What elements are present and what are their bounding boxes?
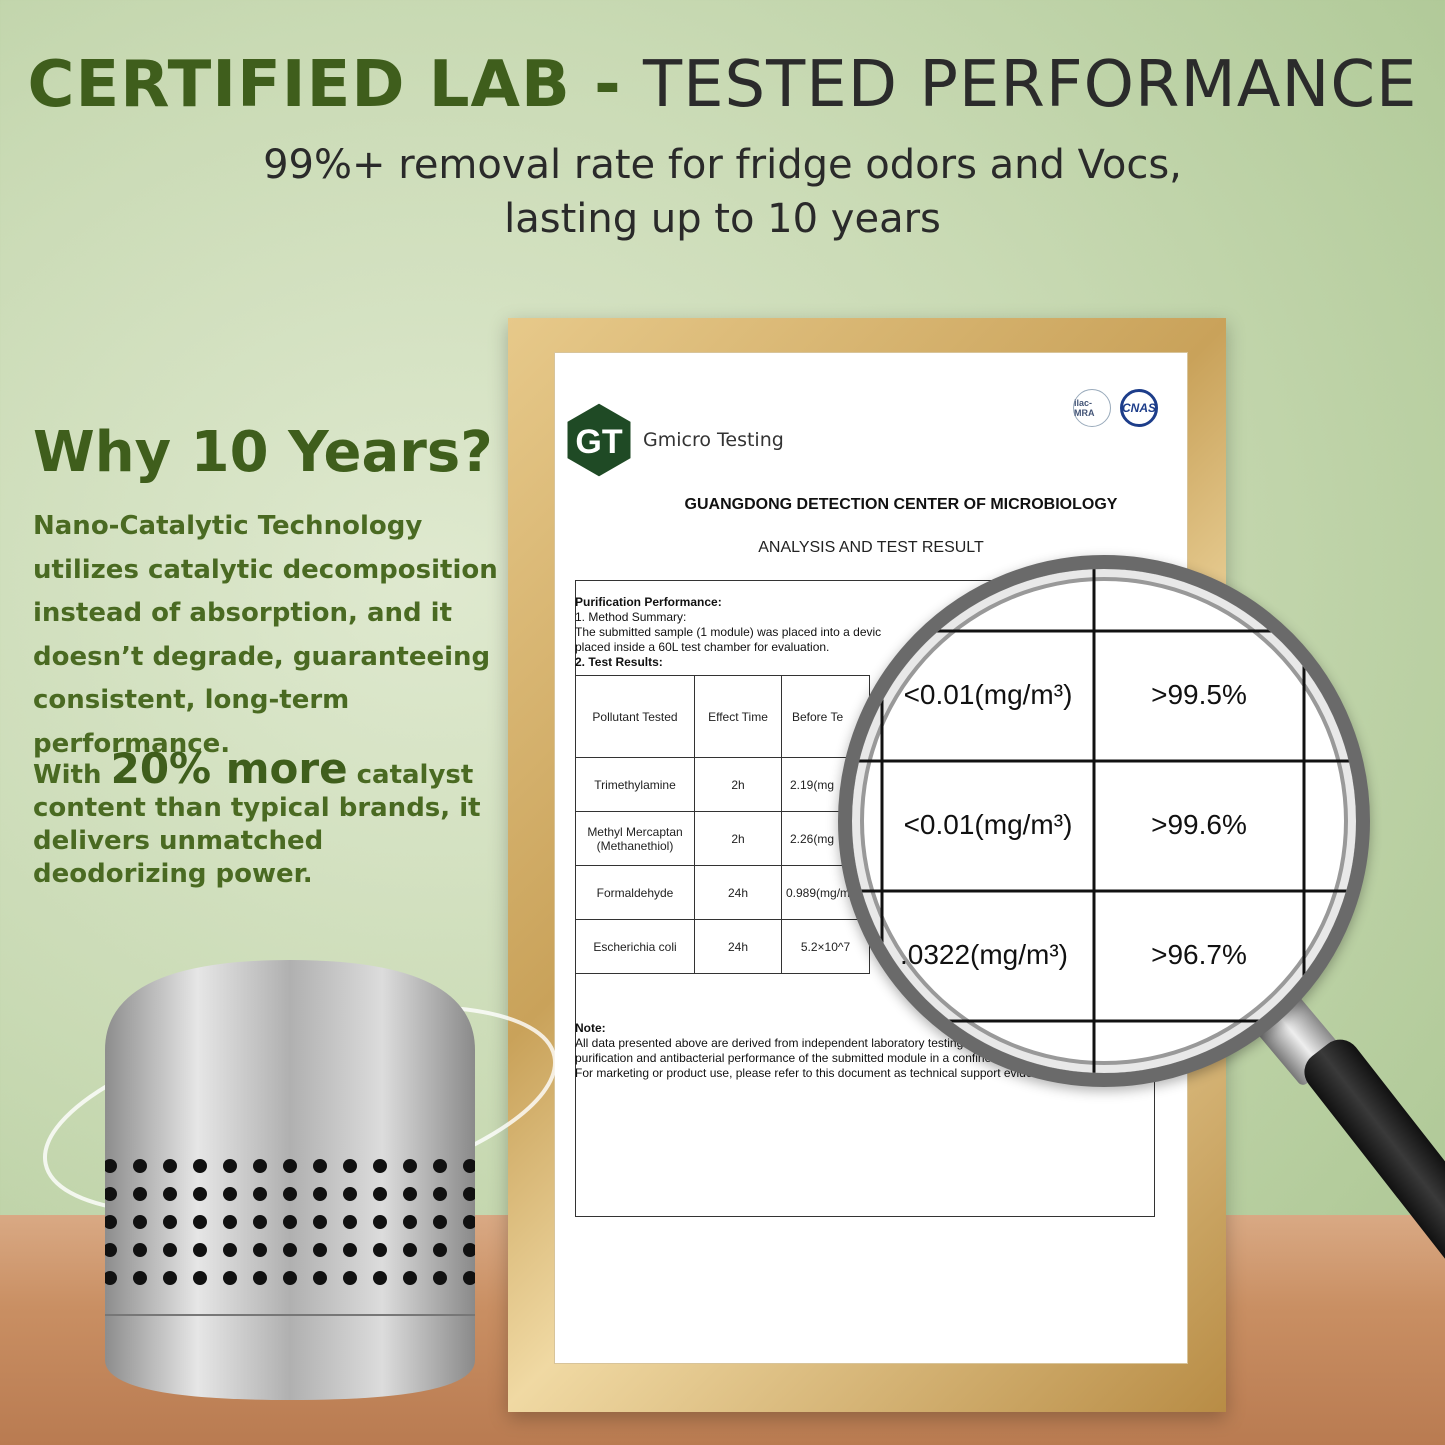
- catalyst-paragraph: With 20% more catalyst content than typi…: [33, 748, 503, 891]
- headline-light: TESTED PERFORMANCE: [621, 48, 1418, 122]
- before-cell: 5.2×10^7: [781, 919, 870, 974]
- why-heading: Why 10 Years?: [33, 420, 493, 485]
- deodorizer-product-image: [105, 960, 475, 1400]
- method-text: The submitted sample (1 module) was plac…: [575, 625, 882, 639]
- pollutant-cell: Escherichia coli: [575, 919, 695, 974]
- org-name: GUANGDONG DETECTION CENTER OF MICROBIOLO…: [684, 496, 1118, 513]
- headline: CERTIFIED LAB - TESTED PERFORMANCE: [0, 48, 1445, 122]
- subtitle-line: 99%+ removal rate for fridge odors and V…: [263, 142, 1182, 188]
- pollutant-cell: Trimethylamine: [575, 757, 695, 812]
- brand-name: Gmicro Testing: [643, 429, 784, 451]
- pollutant-cell: Methyl Mercaptan (Methanethiol): [575, 811, 695, 866]
- after-value: <0.01(mg/m³): [903, 679, 1073, 710]
- time-cell: 2h: [694, 757, 782, 812]
- column-header: Effect Time: [694, 675, 782, 758]
- cnas-logo-icon: CNAS: [1120, 389, 1158, 427]
- subtitle-line: lasting up to 10 years: [504, 196, 941, 242]
- ilac-logo-icon: ilac-MRA: [1073, 389, 1111, 427]
- note-text: All data presented above are derived fro…: [575, 1036, 967, 1050]
- results-heading: 2. Test Results:: [575, 655, 663, 669]
- time-cell: 2h: [694, 811, 782, 866]
- table-row: Escherichia coli 24h 5.2×10^7: [575, 919, 870, 974]
- note-text: For marketing or product use, please ref…: [575, 1066, 1056, 1080]
- column-header: Pollutant Tested: [575, 675, 695, 758]
- p2-prefix: With: [33, 760, 111, 790]
- subtitle: 99%+ removal rate for fridge odors and V…: [0, 138, 1445, 246]
- pollutant-cell: Formaldehyde: [575, 865, 695, 920]
- p2-highlight: 20% more: [110, 744, 348, 793]
- table-header-row: Pollutant Tested Effect Time Before Te: [575, 675, 870, 758]
- method-section: Purification Performance: 1. Method Summ…: [575, 595, 881, 670]
- magnifier-lens: <0.01(mg/m³) >99.5% <0.01(mg/m³) >99.6% …: [838, 555, 1370, 1087]
- note-text: purification and antibacterial performan…: [575, 1051, 998, 1065]
- method-text: placed inside a 60L test chamber for eva…: [575, 640, 830, 654]
- p2-suffix: catalyst content than typical brands, it…: [33, 760, 481, 889]
- table-row: Formaldehyde 24h 0.989(mg/m: [575, 865, 870, 920]
- technology-paragraph: Nano-Catalytic Technology utilizes catal…: [33, 511, 498, 759]
- method-heading: 1. Method Summary:: [575, 610, 687, 624]
- time-cell: 24h: [694, 865, 782, 920]
- magnified-grid: [852, 569, 1356, 1073]
- section-heading: Purification Performance:: [575, 595, 722, 609]
- results-table: Pollutant Tested Effect Time Before Te Tri…: [575, 675, 870, 974]
- headline-bold: CERTIFIED LAB -: [27, 48, 622, 122]
- removal-rate: >99.6%: [1151, 809, 1247, 840]
- svg-text:GT: GT: [575, 423, 622, 461]
- note-heading: Note:: [575, 1021, 606, 1035]
- gt-logo-icon: GT: [565, 401, 633, 479]
- table-row: Methyl Mercaptan (Methanethiol) 2h 2.26(mg: [575, 811, 870, 866]
- doc-title: ANALYSIS AND TEST RESULT: [758, 539, 984, 556]
- removal-rate: >96.7%: [1151, 939, 1247, 970]
- time-cell: 24h: [694, 919, 782, 974]
- removal-rate: >99.5%: [1151, 679, 1247, 710]
- after-value: .0322(mg/m³): [899, 939, 1069, 970]
- note-section: Note: All data presented above are deriv…: [575, 1021, 1055, 1081]
- after-value: <0.01(mg/m³): [903, 809, 1073, 840]
- table-row: Trimethylamine 2h 2.19(mg: [575, 757, 870, 812]
